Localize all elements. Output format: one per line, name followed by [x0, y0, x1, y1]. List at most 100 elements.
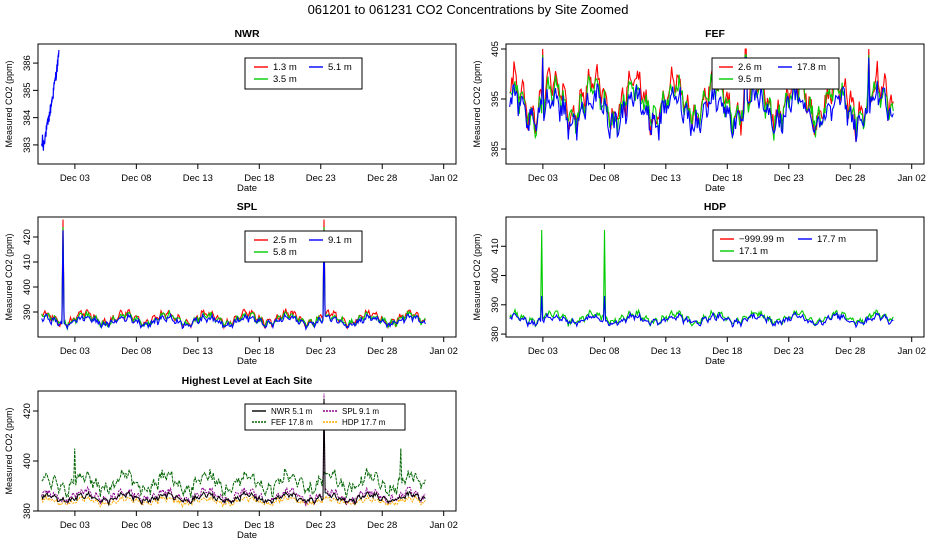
x-tick-label: Dec 23: [306, 346, 336, 357]
y-tick-label: 400: [22, 453, 33, 469]
legend-box: [244, 230, 363, 263]
plot-frame: [37, 43, 457, 165]
x-axis-label: Date: [237, 183, 257, 194]
x-tick-label: Dec 08: [121, 520, 151, 531]
y-tick-label: 400: [22, 279, 33, 295]
legend-entry: 9.5 m: [738, 74, 762, 85]
x-tick-label: Dec 28: [835, 173, 865, 184]
series-line-hdp: [41, 494, 426, 508]
plot-frame: [505, 216, 925, 338]
legend-box: [244, 57, 363, 90]
x-tick-label: Dec 03: [60, 173, 90, 184]
legend: 2.5 m 9.1 m 5.8 m: [244, 230, 363, 263]
y-axis-label: Measured CO2 (ppm): [472, 233, 482, 320]
panel-spl: SPL Dec 03 Dec 08 Dec 13 Dec 18 Dec 23 Dec 28 J…: [4, 201, 458, 367]
y-tick-label: 380: [22, 503, 33, 519]
x-tick-label: Jan 02: [897, 173, 926, 184]
panel-nwr: NWR Dec 03 Dec 08 Dec 13 Dec 18 Dec 23 Dec 28 J…: [4, 28, 458, 194]
x-tick-label: Dec 28: [367, 173, 397, 184]
series-group: [41, 49, 60, 151]
series-line-17.7m: [509, 295, 894, 329]
x-tick-label: Dec 03: [528, 173, 558, 184]
x-tick-label: Dec 03: [60, 520, 90, 531]
y-tick-label: 405: [490, 41, 501, 57]
x-tick-label: Jan 02: [429, 346, 458, 357]
legend-entry: NWR 5.1 m: [271, 407, 313, 416]
series-line-9.1m: [41, 230, 426, 332]
y-axis-label: Measured CO2 (ppm): [4, 233, 14, 320]
x-tick-label: Jan 02: [429, 173, 458, 184]
y-tick-label: 385: [490, 141, 501, 157]
y-tick-label: 410: [22, 254, 33, 270]
figure-title: 061201 to 061231 CO2 Concentrations by S…: [308, 2, 629, 17]
y-tick-label: 383: [22, 137, 33, 153]
series-line-nwr: [41, 398, 426, 507]
panel-title: Highest Level at Each Site: [182, 375, 313, 387]
x-tick-label: Dec 18: [244, 520, 274, 531]
x-tick-label: Dec 28: [367, 520, 397, 531]
x-tick-label: Dec 23: [306, 173, 336, 184]
x-tick-label: Jan 02: [897, 346, 926, 357]
y-tick-label: 400: [490, 268, 501, 284]
legend-box: [244, 403, 406, 431]
legend-entry: 17.7 m: [817, 234, 846, 245]
series-group: [509, 229, 894, 329]
legend: 2.6 m 17.8 m 9.5 m: [711, 57, 840, 90]
panel-title: SPL: [237, 201, 258, 213]
plot-frame: [505, 43, 925, 165]
panel-hdp: HDP Dec 03 Dec 08 Dec 13 Dec 18 Dec 23 Dec 28 J…: [472, 201, 926, 367]
y-tick-label: 420: [22, 229, 33, 245]
panel-title: HDP: [704, 201, 726, 213]
legend-box: [712, 229, 878, 262]
x-tick-label: Dec 18: [712, 346, 742, 357]
x-tick-label: Dec 13: [183, 520, 213, 531]
legend: NWR 5.1 m SPL 9.1 m FEF 17.8 m HDP 17.7 m: [244, 403, 406, 431]
legend-entry: SPL 9.1 m: [342, 407, 379, 416]
legend-entry: −999.99 m: [739, 234, 784, 245]
legend: 1.3 m 5.1 m 3.5 m: [244, 57, 363, 90]
series-line-2.5m: [41, 219, 426, 330]
y-tick-label: 420: [22, 403, 33, 419]
x-axis-label: Date: [237, 530, 257, 540]
plot-frame: [37, 216, 457, 338]
legend-entry: 17.8 m: [797, 62, 826, 73]
x-tick-label: Dec 08: [589, 346, 619, 357]
series-group: [41, 219, 426, 332]
y-tick-label: 384: [22, 110, 33, 126]
series-group: [41, 393, 426, 508]
x-tick-label: Dec 18: [244, 346, 274, 357]
x-axis-label: Date: [237, 356, 257, 367]
x-tick-label: Dec 13: [183, 346, 213, 357]
x-tick-label: Dec 13: [651, 346, 681, 357]
legend-entry: 2.6 m: [738, 62, 762, 73]
panel-title: NWR: [234, 28, 259, 40]
panel-fef: FEF Dec 03 Dec 08 Dec 13 Dec 18 Dec 23 Dec 28 J…: [472, 28, 926, 194]
y-axis-label: Measured CO2 (ppm): [4, 407, 14, 494]
x-tick-label: Dec 28: [835, 346, 865, 357]
y-axis-label: Measured CO2 (ppm): [472, 60, 482, 147]
x-tick-label: Dec 23: [774, 346, 804, 357]
legend-entry: 1.3 m: [273, 62, 297, 73]
x-tick-label: Dec 23: [774, 173, 804, 184]
plot-frame: [37, 390, 457, 512]
x-tick-label: Dec 08: [121, 173, 151, 184]
panel-highest: Highest Level at Each Site Dec 03 Dec 08 De…: [4, 375, 458, 540]
x-axis-label: Date: [705, 183, 725, 194]
series-line-fef: [41, 448, 426, 499]
legend-entry: FEF 17.8 m: [271, 418, 313, 427]
y-tick-label: 385: [22, 82, 33, 98]
y-tick-label: 395: [490, 91, 501, 107]
legend-entry: 5.1 m: [328, 62, 352, 73]
x-tick-label: Jan 02: [429, 520, 458, 531]
y-tick-label: 390: [490, 297, 501, 313]
x-tick-label: Dec 03: [528, 346, 558, 357]
x-tick-label: Dec 13: [651, 173, 681, 184]
y-tick-label: 410: [490, 238, 501, 254]
x-tick-label: Dec 28: [367, 346, 397, 357]
y-tick-label: 380: [490, 326, 501, 342]
x-axis-label: Date: [705, 356, 725, 367]
legend-entry: 2.5 m: [273, 235, 297, 246]
x-tick-label: Dec 18: [244, 173, 274, 184]
x-tick-label: Dec 03: [60, 346, 90, 357]
